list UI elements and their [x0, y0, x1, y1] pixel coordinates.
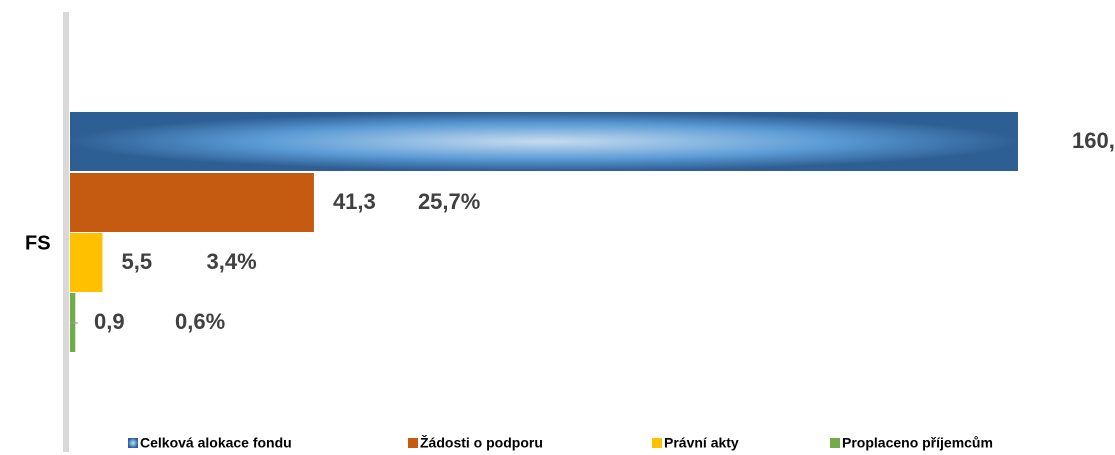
share-label: 25,7% — [418, 189, 480, 214]
value-label: 0,9 — [94, 309, 125, 334]
value-label: 160,5 — [1072, 128, 1115, 153]
bar — [70, 173, 314, 232]
bar — [70, 112, 1018, 171]
share-label: 0,6% — [175, 309, 225, 334]
legend-label: Žádosti o podporu — [420, 434, 543, 451]
value-label: 5,5 — [121, 249, 152, 274]
legend-swatch — [128, 438, 138, 448]
legend-label: Proplaceno příjemcům — [842, 435, 993, 451]
legend-label: Celková alokace fondu — [140, 435, 292, 451]
legend-swatch — [408, 438, 418, 448]
axis-line — [63, 12, 69, 452]
legend-swatch — [830, 438, 840, 448]
y-tick-label: FS — [25, 232, 51, 254]
share-label: 3,4% — [206, 249, 256, 274]
legend-swatch — [652, 438, 662, 448]
value-label: 41,3 — [333, 189, 376, 214]
legend-label: Právní akty — [664, 435, 739, 451]
bar — [70, 233, 103, 292]
